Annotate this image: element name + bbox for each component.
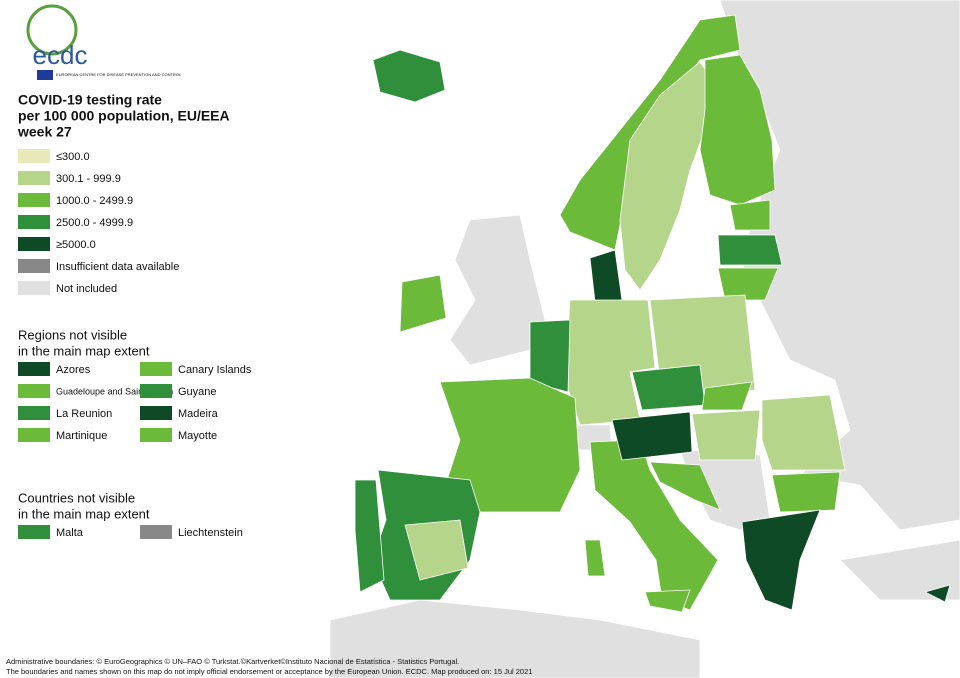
legend-label: Canary Islands <box>178 364 252 376</box>
greece <box>741 509 821 611</box>
lithuania <box>717 267 779 301</box>
title-line: COVID-19 testing rate <box>18 92 162 108</box>
legend-swatch <box>18 215 50 229</box>
latvia <box>717 234 783 266</box>
logo: ecdc EUROPEAN CENTRE FOR DISEASE PREVENT… <box>26 4 182 80</box>
land-outside <box>839 539 960 601</box>
legend-label: 2500.0 - 4999.9 <box>56 217 133 229</box>
legend-swatch <box>18 525 50 539</box>
ireland <box>399 274 447 333</box>
section-title: Countries not visible <box>18 490 135 505</box>
romania <box>761 394 846 471</box>
legend-swatch <box>18 259 50 273</box>
land-outside <box>719 0 960 531</box>
spain-centre <box>404 519 469 581</box>
legend-label: Guyane <box>178 386 217 398</box>
legend-label: Madeira <box>178 408 219 420</box>
legend-label: 1000.0 - 2499.9 <box>56 195 133 207</box>
estonia <box>729 199 771 231</box>
legend-swatch <box>18 237 50 251</box>
benelux <box>529 319 571 393</box>
czechia <box>631 364 706 411</box>
legend-label: Azores <box>56 364 91 376</box>
iceland <box>372 49 446 103</box>
denmark <box>589 249 623 303</box>
land-outside <box>329 599 701 678</box>
france <box>439 377 581 513</box>
legend-swatch <box>18 193 50 207</box>
legend-label: ≤300.0 <box>56 151 90 163</box>
legend-label: Malta <box>56 527 84 539</box>
austria <box>611 411 693 461</box>
croatia-slovenia <box>649 461 721 511</box>
logo-globe <box>26 4 78 56</box>
legend-swatch <box>140 428 172 442</box>
footer: Administrative boundaries: © EuroGeograp… <box>6 657 532 676</box>
footer-line: Administrative boundaries: © EuroGeograp… <box>6 657 459 666</box>
legend-label: Insufficient data available <box>56 261 179 273</box>
legend-swatch <box>140 406 172 420</box>
legend-label: Not included <box>56 283 117 295</box>
portugal <box>354 479 385 593</box>
finland <box>699 54 776 206</box>
legend-label: ≥5000.0 <box>56 239 96 251</box>
legend-swatch <box>18 281 50 295</box>
legend-swatch <box>18 428 50 442</box>
map <box>329 0 960 678</box>
legend-label: Guadeloupe and Saint Martin <box>56 386 173 396</box>
land-outside <box>449 214 546 366</box>
italy <box>589 439 719 611</box>
section-title: in the main map extent <box>18 343 150 358</box>
sardinia <box>584 539 606 577</box>
norway <box>559 14 741 251</box>
legend-swatch <box>18 384 50 398</box>
legend-swatch <box>18 149 50 163</box>
cyprus <box>923 584 951 603</box>
legend-label: Martinique <box>56 430 107 442</box>
sicily <box>644 589 691 613</box>
bulgaria <box>771 471 841 513</box>
legend-label: La Reunion <box>56 408 112 420</box>
legend-swatch <box>140 362 172 376</box>
title-line: week 27 <box>17 124 72 140</box>
eu-flag <box>37 70 53 80</box>
hungary <box>691 409 761 461</box>
title-line: per 100 000 population, EU/EEA <box>18 108 230 124</box>
section-title: in the main map extent <box>18 506 150 521</box>
legend: ≤300.0 300.1 - 999.9 1000.0 - 2499.9 2500.0… <box>18 149 179 295</box>
footer-line: The boundaries and names shown on this m… <box>6 667 532 676</box>
legend-label: Liechtenstein <box>178 527 243 539</box>
legend-swatch <box>18 362 50 376</box>
legend-swatch <box>18 171 50 185</box>
slovakia <box>701 381 753 411</box>
sweden <box>619 61 721 291</box>
legend-swatch <box>140 525 172 539</box>
section-title: Regions not visible <box>18 327 127 342</box>
legend-label: Mayotte <box>178 430 217 442</box>
logo-name: ecdc <box>33 40 88 70</box>
legend-swatch <box>140 384 172 398</box>
legend-swatch <box>18 406 50 420</box>
legend-label: 300.1 - 999.9 <box>56 173 121 185</box>
logo-subtitle: EUROPEAN CENTRE FOR DISEASE PREVENTION A… <box>56 72 182 77</box>
